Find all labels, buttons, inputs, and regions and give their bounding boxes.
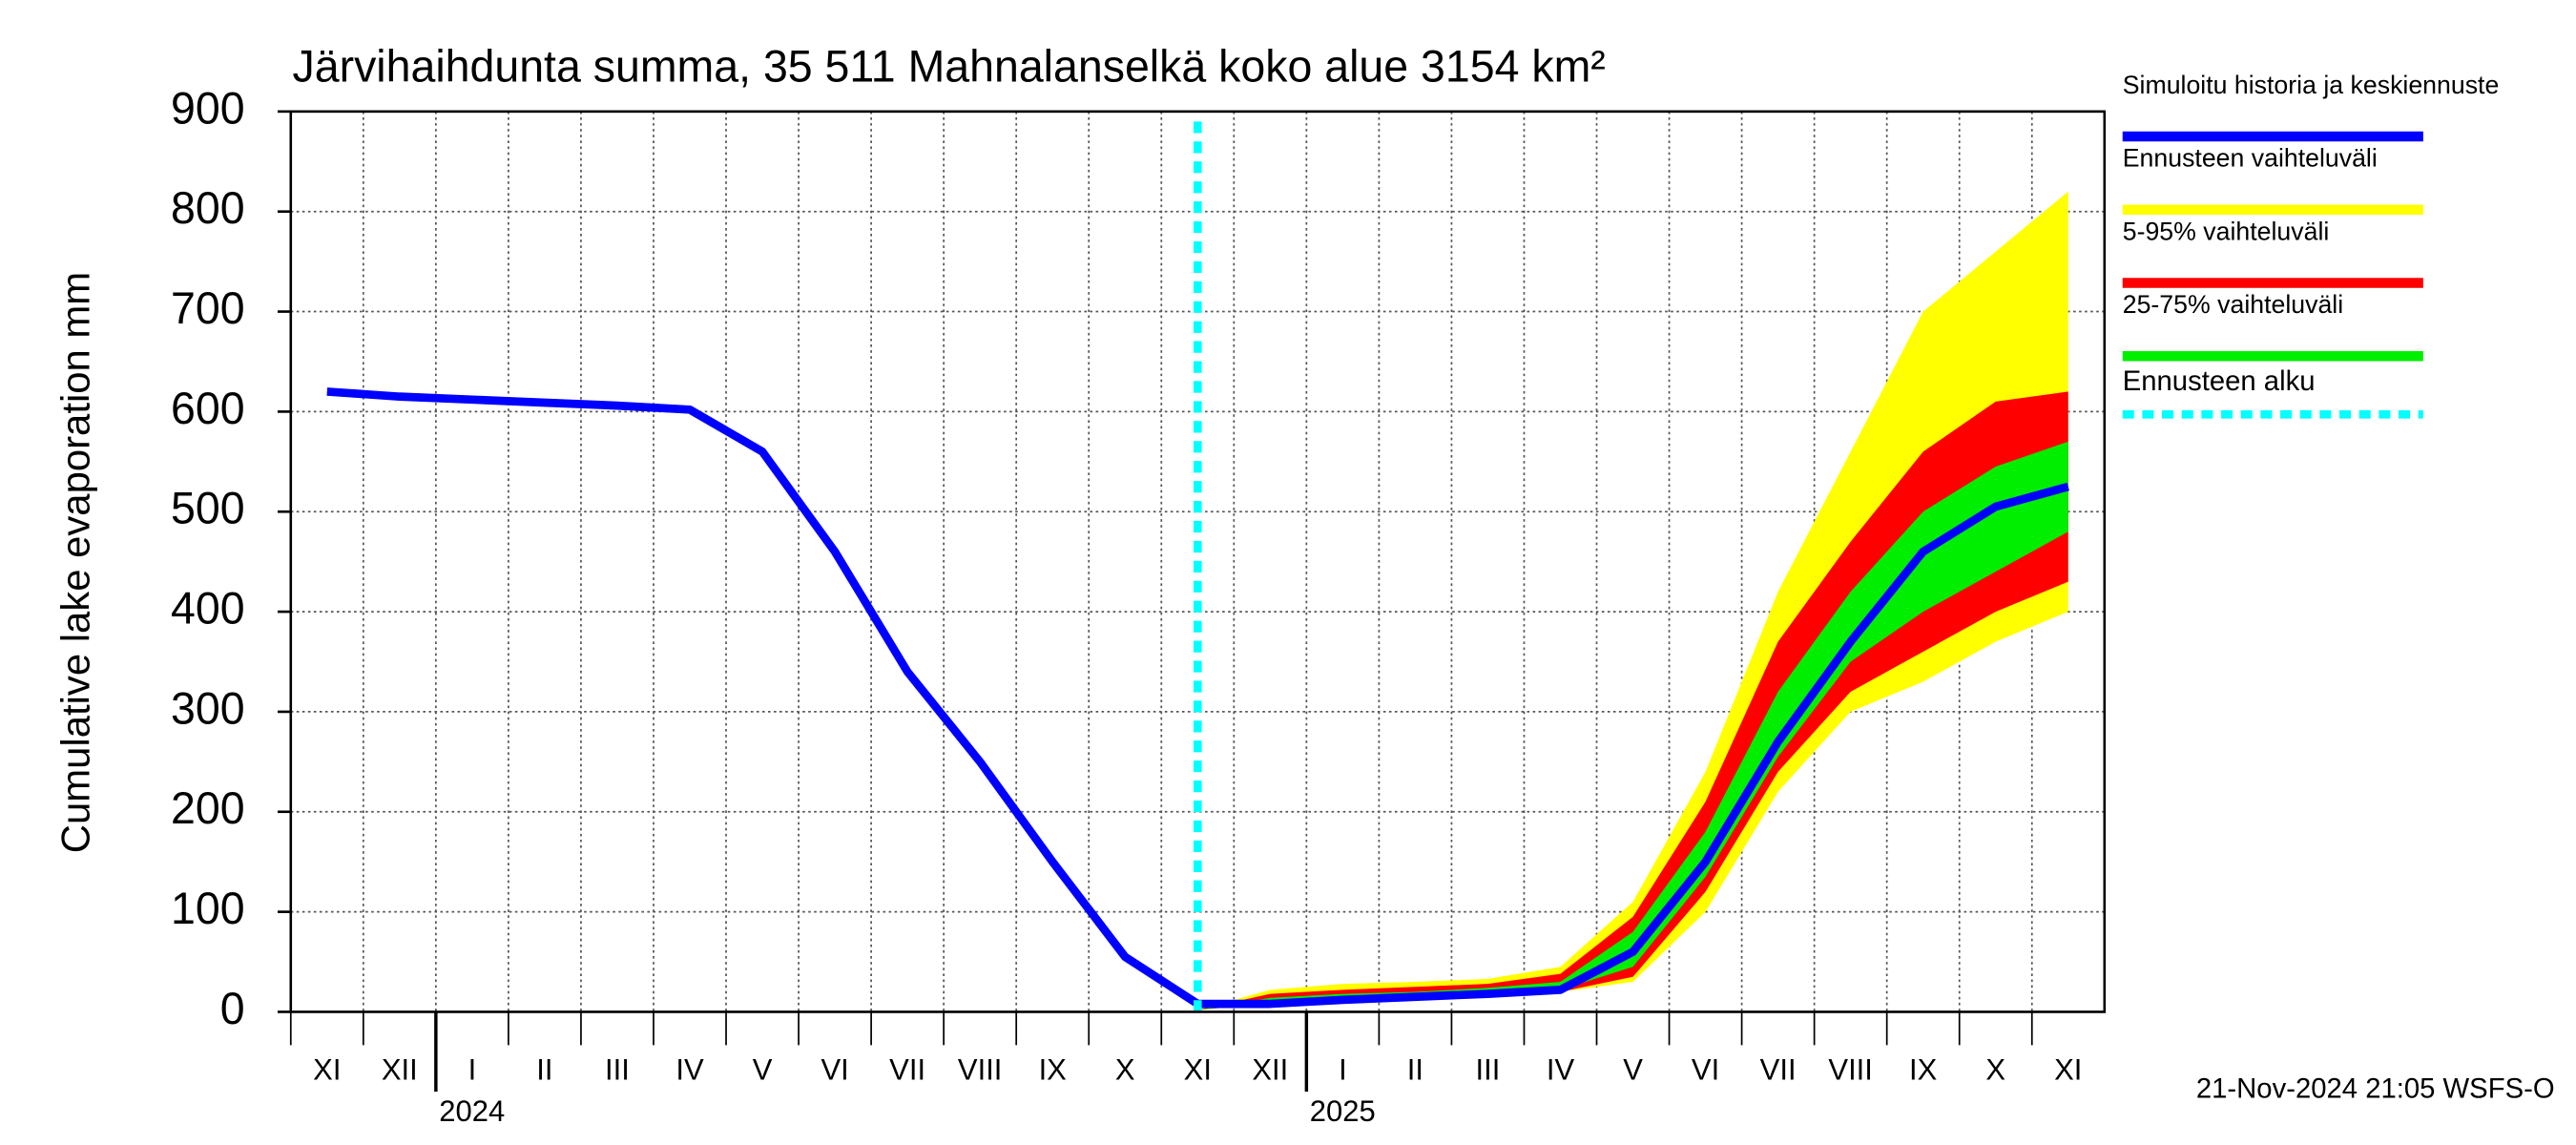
- x-tick-label: VIII: [958, 1052, 1002, 1086]
- year-label: 2025: [1310, 1094, 1376, 1128]
- x-tick-label: VII: [1760, 1052, 1797, 1086]
- y-tick-label: 800: [171, 183, 245, 233]
- x-tick-label: IX: [1909, 1052, 1937, 1086]
- y-axis-label: Cumulative lake evaporation mm: [53, 272, 98, 853]
- x-tick-label: XI: [313, 1052, 341, 1086]
- y-tick-label: 700: [171, 283, 245, 333]
- x-tick-label: X: [1985, 1052, 2005, 1086]
- x-tick-label: III: [1476, 1052, 1501, 1086]
- y-tick-label: 200: [171, 783, 245, 833]
- footer: 21-Nov-2024 21:05 WSFS-O: [2196, 1072, 2555, 1104]
- x-tick-label: IV: [1547, 1052, 1574, 1086]
- x-tick-label: II: [1407, 1052, 1423, 1086]
- legend-label: Ennusteen vaihteluväli: [2123, 143, 2378, 172]
- x-tick-label: XI: [1184, 1052, 1212, 1086]
- y-tick-label: 0: [220, 984, 245, 1033]
- y-tick-label: 500: [171, 483, 245, 532]
- x-tick-label: I: [1339, 1052, 1347, 1086]
- x-tick-label: VI: [821, 1052, 848, 1086]
- x-tick-label: II: [536, 1052, 552, 1086]
- x-tick-label: XII: [1252, 1052, 1288, 1086]
- x-tick-label: VIII: [1828, 1052, 1872, 1086]
- x-tick-label: VI: [1692, 1052, 1719, 1086]
- y-tick-label: 900: [171, 83, 245, 133]
- x-tick-label: I: [468, 1052, 477, 1086]
- x-tick-label: XI: [2054, 1052, 2082, 1086]
- x-tick-label: V: [1623, 1052, 1643, 1086]
- legend-label: Ennusteen alku: [2123, 365, 2316, 397]
- x-tick-label: III: [605, 1052, 630, 1086]
- plot-frame: [289, 110, 2107, 1013]
- x-tick-label: V: [753, 1052, 773, 1086]
- x-tick-label: XII: [382, 1052, 418, 1086]
- y-tick-label: 400: [171, 583, 245, 633]
- x-tick-label: X: [1115, 1052, 1135, 1086]
- chart-title: Järvihaihdunta summa, 35 511 Mahnalansel…: [293, 41, 1606, 91]
- x-tick-label: IV: [675, 1052, 703, 1086]
- x-tick-label: IX: [1039, 1052, 1067, 1086]
- y-tick-label: 600: [171, 384, 245, 433]
- y-tick-label: 100: [171, 884, 245, 933]
- x-tick-label: VII: [889, 1052, 925, 1086]
- band-area: [1197, 441, 2068, 1010]
- legend-label: 25-75% vaihteluväli: [2123, 290, 2343, 319]
- y-tick-label: 300: [171, 683, 245, 733]
- band-area: [1197, 391, 2068, 1010]
- legend-label: Simuloitu historia ja keskiennuste: [2123, 71, 2500, 99]
- year-label: 2024: [439, 1094, 505, 1128]
- legend-label: 5-95% vaihteluväli: [2123, 217, 2330, 245]
